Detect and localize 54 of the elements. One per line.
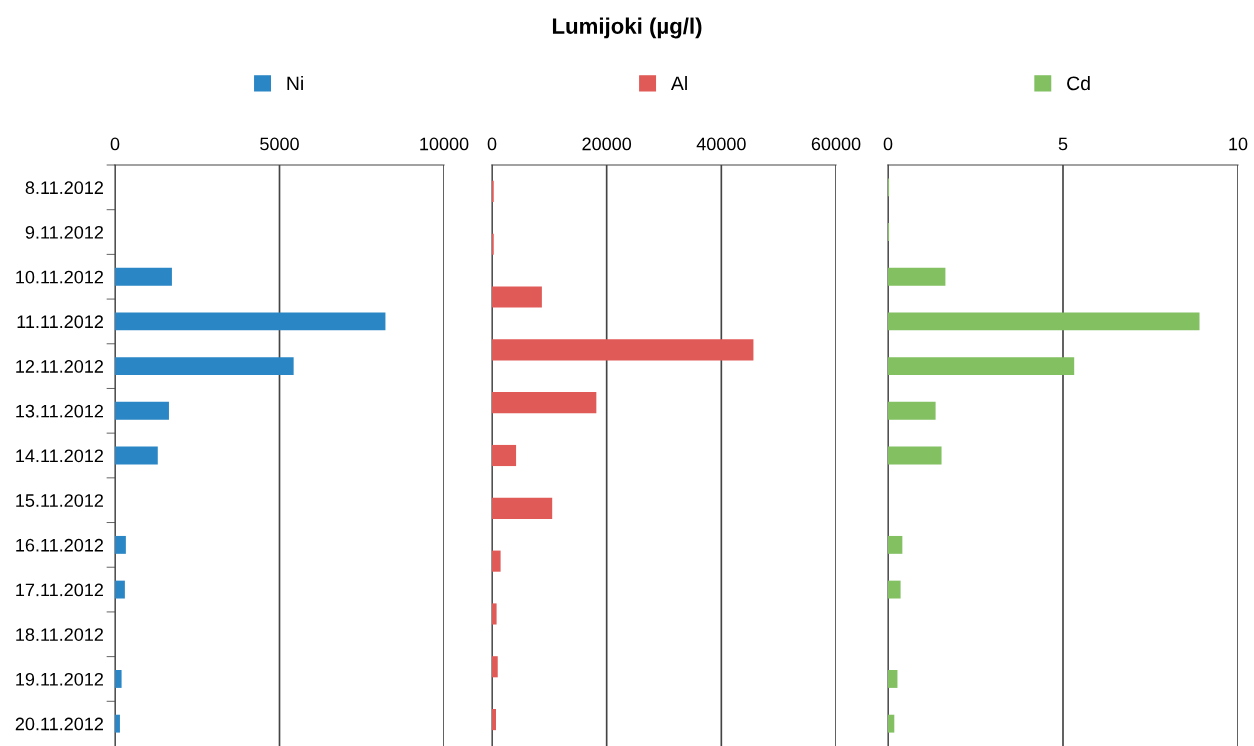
y-tick-label: 9.11.2012 xyxy=(25,225,103,239)
bar xyxy=(492,603,497,625)
bar xyxy=(888,446,942,465)
y-tick-label: 12.11.2012 xyxy=(16,360,103,373)
y-tick-label: 10.11.2012 xyxy=(16,270,103,284)
chart-title: Lumijoki (µg/l) xyxy=(552,17,702,39)
y-tick-label: 14.11.2012 xyxy=(16,449,103,463)
bar xyxy=(492,709,497,731)
y-tick-label: 11.11.2012 xyxy=(17,315,103,329)
bar xyxy=(115,446,158,465)
bar xyxy=(492,550,501,572)
bar xyxy=(115,401,169,420)
y-tick-label: 8.11.2012 xyxy=(25,181,103,195)
bar xyxy=(492,392,597,414)
legend-label: Cd xyxy=(1067,75,1090,91)
bar xyxy=(888,670,898,688)
y-tick-label: 13.11.2012 xyxy=(16,404,103,418)
bar xyxy=(115,267,172,286)
y-tick-label: 15.11.2012 xyxy=(16,494,103,507)
x-tick-label: 0 xyxy=(110,137,120,151)
bar xyxy=(888,267,946,286)
y-tick-label: 17.11.2012 xyxy=(16,583,103,597)
x-tick-label: 0 xyxy=(487,137,497,151)
x-tick-label: 10 xyxy=(1229,137,1248,151)
y-tick-label: 16.11.2012 xyxy=(16,538,103,552)
bar xyxy=(492,286,542,308)
x-tick-label: 20000 xyxy=(582,137,632,151)
x-tick-label: 5000 xyxy=(260,137,299,151)
bar xyxy=(115,357,294,376)
bar xyxy=(492,497,553,519)
bar xyxy=(888,312,1200,331)
bar xyxy=(888,535,903,554)
bar xyxy=(492,656,498,678)
bar xyxy=(115,580,125,599)
bar xyxy=(888,401,936,420)
x-tick-label: 10000 xyxy=(420,137,469,151)
x-tick-label: 5 xyxy=(1058,137,1068,151)
legend-label: Al xyxy=(670,75,687,91)
bar xyxy=(492,339,754,361)
x-tick-label: 0 xyxy=(883,137,893,151)
y-tick-label: 18.11.2012 xyxy=(16,628,103,641)
y-tick-label: 19.11.2012 xyxy=(16,672,103,686)
bar xyxy=(492,444,517,467)
bar xyxy=(115,312,386,331)
bar xyxy=(115,670,122,688)
bar xyxy=(115,714,120,733)
bar xyxy=(888,580,901,599)
bar xyxy=(888,357,1075,376)
x-tick-label: 40000 xyxy=(696,137,746,151)
bar xyxy=(888,714,895,733)
legend-label: Ni xyxy=(287,75,303,91)
bar xyxy=(115,535,126,554)
y-tick-label: 20.11.2012 xyxy=(15,717,103,731)
x-tick-label: 60000 xyxy=(811,137,861,151)
